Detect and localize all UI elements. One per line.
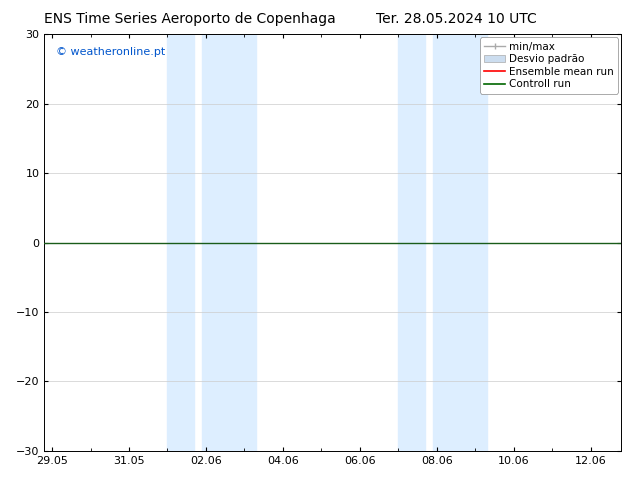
Bar <box>202 34 256 451</box>
Text: ENS Time Series Aeroporto de Copenhaga: ENS Time Series Aeroporto de Copenhaga <box>44 12 336 26</box>
Bar <box>433 34 487 451</box>
Text: © weatheronline.pt: © weatheronline.pt <box>56 47 165 57</box>
Bar <box>398 34 425 451</box>
Bar <box>167 34 195 451</box>
Text: Ter. 28.05.2024 10 UTC: Ter. 28.05.2024 10 UTC <box>376 12 537 26</box>
Legend: min/max, Desvio padrão, Ensemble mean run, Controll run: min/max, Desvio padrão, Ensemble mean ru… <box>480 37 618 94</box>
